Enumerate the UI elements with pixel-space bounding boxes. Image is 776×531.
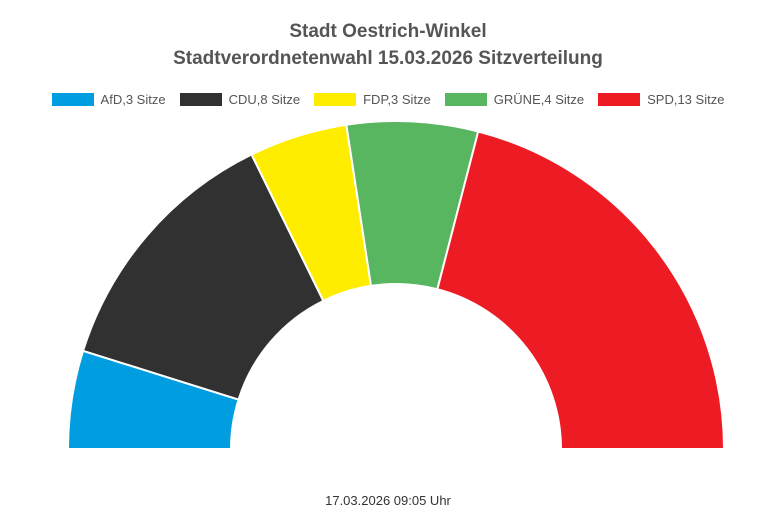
legend-swatch — [179, 93, 222, 106]
legend-label: SPD,13 Sitze — [647, 92, 725, 107]
seat-segment-4[interactable] — [436, 130, 726, 450]
chart-subtitle: Stadtverordnetenwahl 15.03.2026 Sitzvert… — [173, 48, 603, 69]
legend-label: GRÜNE,4 Sitze — [493, 92, 585, 107]
legend-swatch — [51, 93, 94, 106]
legend-item-1[interactable]: CDU,8 Sitze — [179, 92, 301, 107]
legend-item-4[interactable]: SPD,13 Sitze — [598, 92, 724, 107]
chart-title: Stadt Oestrich-Winkel — [289, 21, 487, 42]
legend-item-2[interactable]: FDP,3 Sitze — [314, 92, 431, 107]
legend-swatch — [314, 93, 357, 106]
seat-segment-1[interactable] — [81, 153, 325, 401]
legend-swatch — [598, 93, 641, 106]
legend-item-3[interactable]: GRÜNE,4 Sitze — [444, 92, 585, 107]
legend-swatch — [444, 93, 487, 106]
legend-label: AfD,3 Sitze — [100, 92, 166, 107]
legend-label: CDU,8 Sitze — [228, 92, 301, 107]
timestamp-footer: 17.03.2026 09:05 Uhr — [325, 493, 451, 508]
chart-legend: AfD,3 Sitze CDU,8 Sitze FDP,3 Sitze GRÜNE,4… — [0, 92, 776, 107]
legend-label: FDP,3 Sitze — [363, 92, 431, 107]
legend-item-0[interactable]: AfD,3 Sitze — [51, 92, 166, 107]
